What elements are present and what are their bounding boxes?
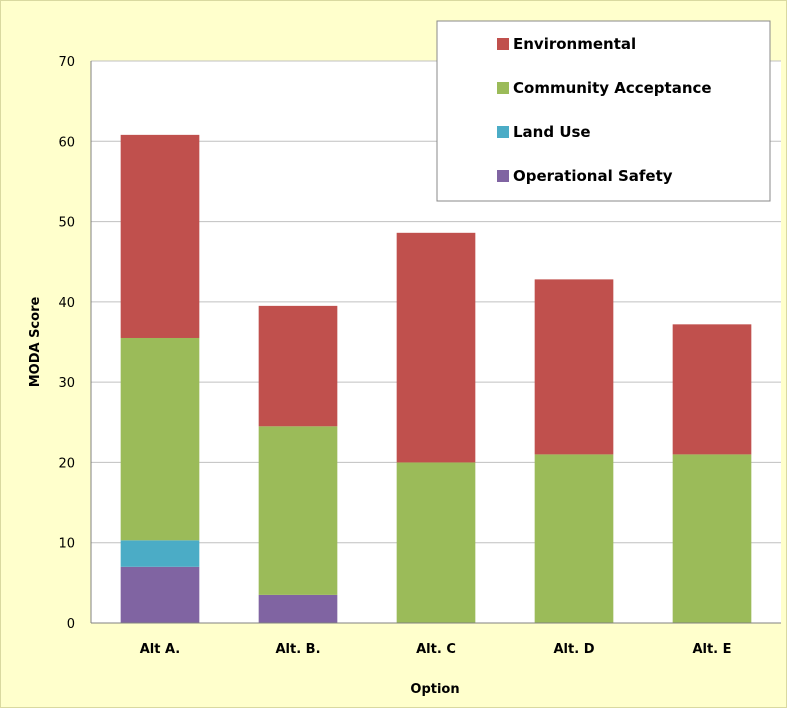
legend-swatch [497,170,509,182]
bar-land-use-1 [120,540,200,567]
bar-community-acceptance-3 [396,462,476,623]
bar-community-acceptance-1 [120,337,200,541]
y-tick-label: 0 [67,617,75,632]
bar-environmental-1 [120,134,200,338]
y-tick-label: 60 [58,135,75,150]
bar-environmental-4 [534,279,614,455]
axes [90,61,781,624]
legend-swatch [497,126,509,138]
bar-community-acceptance-5 [672,454,752,623]
y-tick-label: 20 [58,456,75,471]
x-tick-labels: Alt A. Alt. B. Alt. C Alt. D Alt. E [140,642,732,657]
bar-community-acceptance-4 [534,454,614,623]
y-tick-label: 10 [58,537,75,552]
y-tick-label: 30 [58,376,75,391]
x-tick-label: Alt. C [416,642,456,657]
y-axis-title: MODA Score [28,297,43,388]
y-tick-label: 50 [58,216,75,231]
y-tick-label: 70 [58,55,75,70]
y-tick-label: 40 [58,296,75,311]
x-tick-label: Alt A. [140,642,181,657]
legend-swatch [497,82,509,94]
bar-environmental-5 [672,324,752,455]
bars [120,134,752,623]
bar-environmental-2 [258,305,338,427]
legend-label: Operational Safety [513,167,673,185]
legend-box [436,20,771,202]
bar-operational-safety-2 [258,594,338,623]
x-tick-label: Alt. D [554,642,595,657]
x-tick-label: Alt. E [692,642,731,657]
legend-swatch [497,38,509,50]
legend: Environmental Community Acceptance Land Us… [436,20,771,202]
legend-label: Environmental [513,35,636,53]
x-tick-label: Alt. B. [275,642,320,657]
legend-label: Land Use [513,123,591,141]
legend-label: Community Acceptance [513,79,712,97]
y-tick-labels: 0 10 20 30 40 50 60 70 [58,55,75,632]
x-axis-title: Option [410,682,459,697]
bar-community-acceptance-2 [258,426,338,595]
bar-operational-safety-1 [120,566,200,623]
bar-environmental-3 [396,232,476,463]
